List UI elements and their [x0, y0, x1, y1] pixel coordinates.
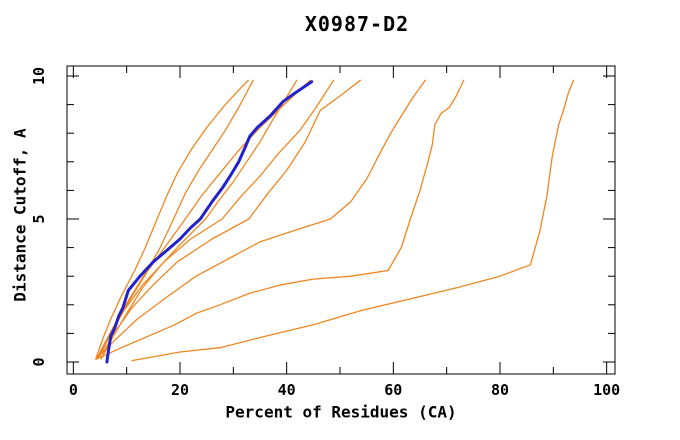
series-line-model-i: [131, 79, 575, 362]
series-line-model-g: [96, 79, 426, 359]
x-tick-label: 0: [69, 381, 78, 399]
series-line-model-c: [99, 79, 311, 357]
series-line-highlighted-model: [105, 80, 314, 364]
x-tick-label: 60: [384, 381, 402, 399]
plot-frame: [66, 65, 616, 375]
y-axis-label: Distance Cutoff, A: [10, 128, 30, 302]
y-tick-label: 10: [30, 67, 48, 85]
x-tick-label: 100: [593, 381, 620, 399]
x-tick-label: 40: [278, 381, 296, 399]
x-tick-label: 80: [491, 381, 509, 399]
chart-title: X0987-D2: [304, 12, 410, 36]
x-axis-label: Percent of Residues (CA): [225, 402, 457, 422]
series-line-model-d: [100, 79, 298, 360]
y-tick-label: 5: [30, 214, 48, 223]
series-line-model-h: [95, 79, 465, 360]
y-tick-label: 0: [30, 357, 48, 366]
series-line-model-a: [95, 79, 249, 360]
x-tick-label: 20: [171, 381, 189, 399]
series-line-model-e: [98, 79, 335, 357]
series-line-model-f: [102, 79, 361, 355]
